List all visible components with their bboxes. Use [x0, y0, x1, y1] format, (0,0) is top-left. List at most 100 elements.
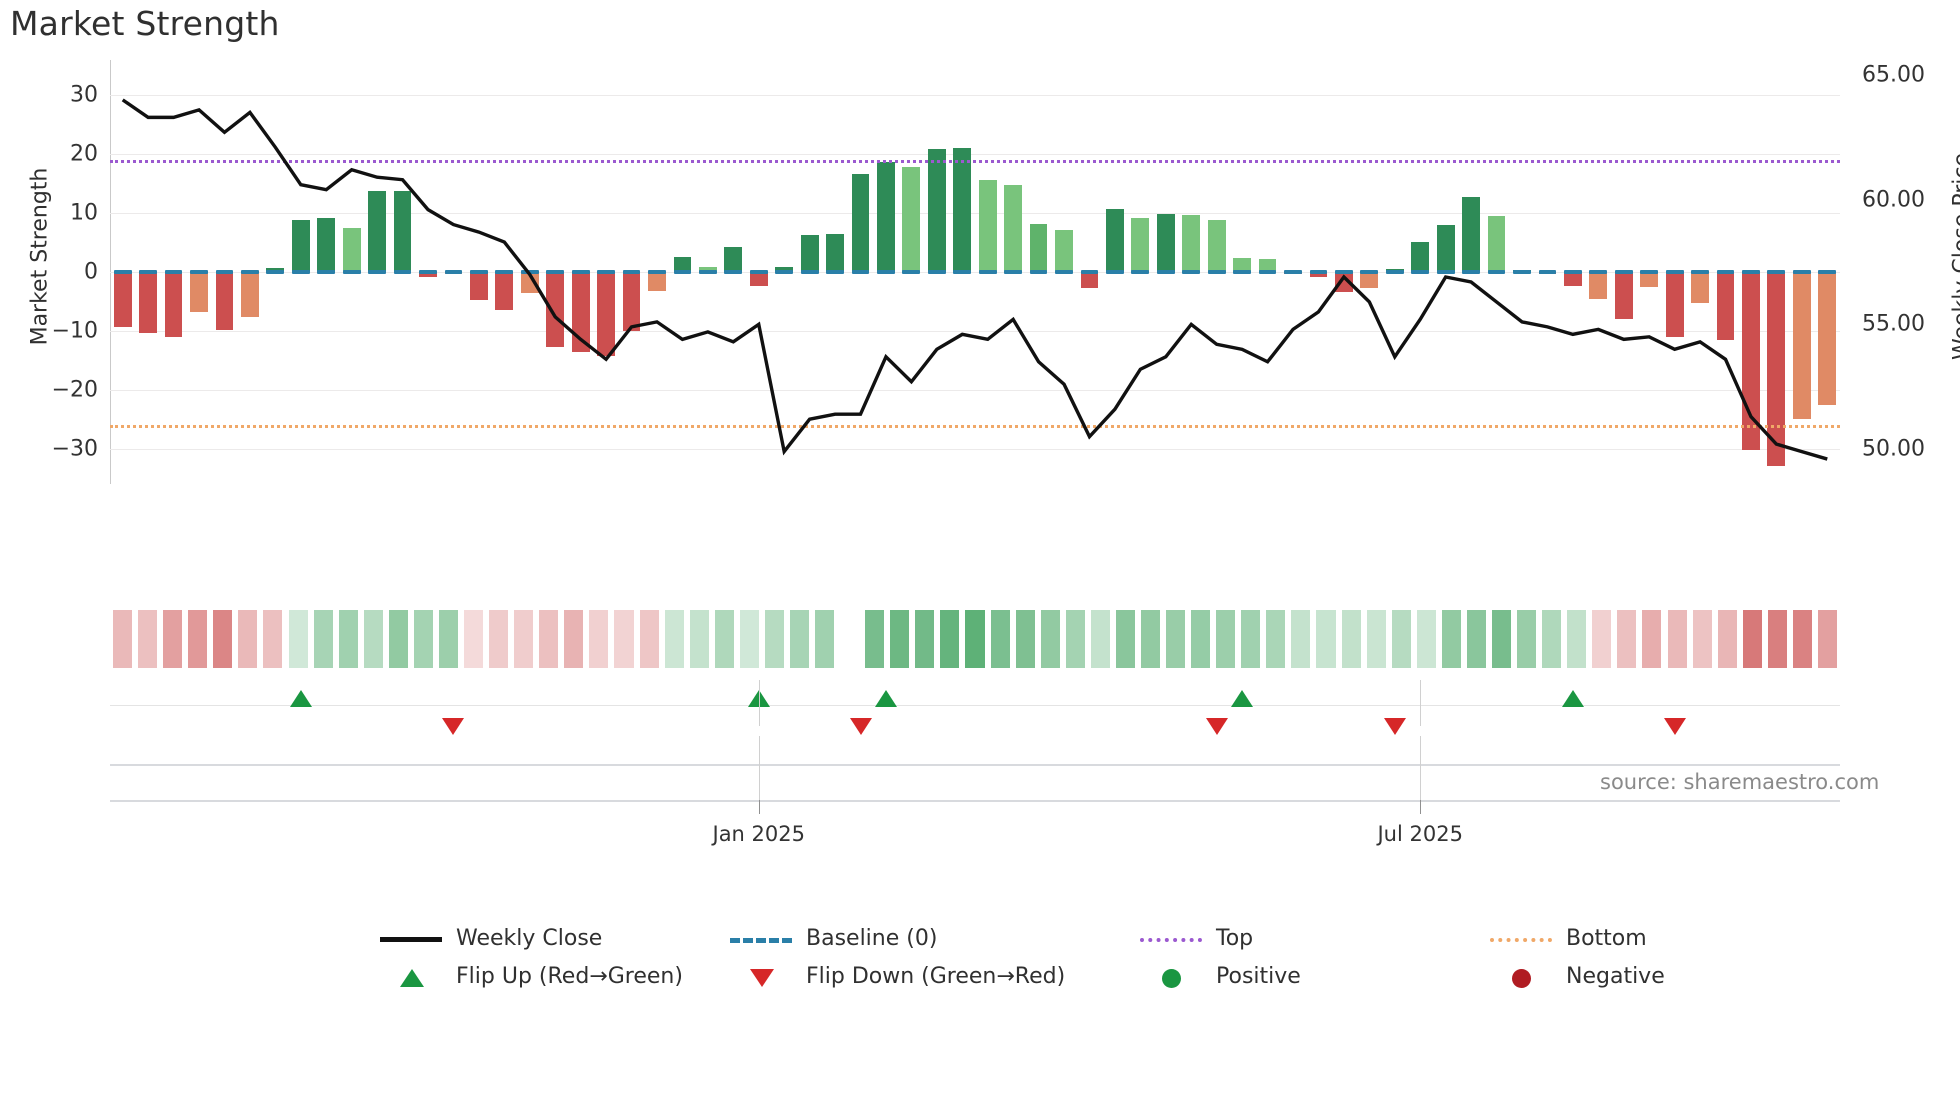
bar	[1665, 272, 1684, 337]
bar	[724, 246, 743, 272]
heatmap-cell	[263, 610, 283, 668]
heatmap-cell	[614, 610, 634, 668]
heatmap-cell	[1792, 610, 1812, 668]
legend-item[interactable]: Positive	[1140, 964, 1301, 989]
heatmap-cell	[1391, 610, 1411, 668]
heatmap-cell	[764, 610, 784, 668]
flip-up-marker	[289, 690, 312, 707]
heatmap-cell	[1366, 610, 1386, 668]
bar	[1055, 230, 1073, 272]
legend-label: Positive	[1216, 964, 1301, 989]
heatmap-cell	[138, 610, 158, 668]
baseline-segment	[1233, 270, 1252, 274]
bar	[1792, 272, 1811, 420]
flip-up-marker	[874, 690, 897, 707]
y-tick-left: −10	[51, 318, 98, 344]
legend-label: Negative	[1566, 964, 1665, 989]
legend-dotted-line-icon	[1140, 929, 1202, 949]
x-tick-label: Jan 2025	[712, 822, 806, 846]
strength-heatmap-strip	[110, 610, 1840, 668]
flip-down-marker	[1383, 718, 1406, 735]
heatmap-cell	[1592, 610, 1612, 668]
bar	[520, 272, 539, 294]
bar	[1716, 272, 1735, 340]
heatmap-cell	[1015, 610, 1035, 668]
heatmap-cell	[1817, 610, 1837, 668]
x-tick-mark	[758, 736, 760, 800]
legend-label: Baseline (0)	[806, 926, 938, 951]
x-tick-label: Jul 2025	[1377, 822, 1463, 846]
legend-dashed-line-icon	[730, 929, 792, 949]
bar	[1818, 272, 1837, 405]
baseline-segment	[1589, 270, 1608, 274]
gridline	[110, 330, 1840, 332]
baseline-segment	[1309, 270, 1328, 274]
baseline-segment	[1334, 270, 1353, 274]
y-tick-left: 20	[70, 141, 98, 167]
gridline	[110, 272, 1840, 273]
heatmap-cell	[1316, 610, 1336, 668]
legend-item[interactable]: Top	[1140, 926, 1253, 951]
legend-item[interactable]: Negative	[1490, 964, 1665, 989]
flip-marker-row	[110, 680, 1840, 735]
heatmap-cell	[965, 610, 985, 668]
baseline-segment	[1513, 270, 1531, 274]
legend-item[interactable]: Bottom	[1490, 926, 1647, 951]
heatmap-cell	[639, 610, 659, 668]
baseline-segment	[444, 270, 463, 274]
weekly-close-polyline	[121, 98, 1828, 461]
baseline-segment	[317, 270, 336, 274]
heatmap-cell	[539, 610, 559, 668]
baseline-segment	[1284, 270, 1302, 274]
heatmap-cell	[890, 610, 910, 668]
baseline-segment	[1665, 270, 1684, 274]
bar	[927, 148, 946, 272]
heatmap-cell	[363, 610, 383, 668]
legend-item[interactable]: Flip Down (Green→Red)	[730, 964, 1065, 989]
heatmap-cell	[689, 610, 709, 668]
baseline-segment	[749, 270, 768, 274]
baseline-segment	[648, 270, 666, 274]
heatmap-cell	[1742, 610, 1762, 668]
heatmap-cell	[815, 610, 835, 668]
baseline-segment	[164, 270, 183, 274]
legend-label: Bottom	[1566, 926, 1647, 951]
heatmap-cell	[1191, 610, 1211, 668]
heatmap-cell	[1341, 610, 1361, 668]
legend-item[interactable]: Flip Up (Red→Green)	[380, 964, 683, 989]
heatmap-cell	[1692, 610, 1712, 668]
heatmap-cell	[564, 610, 584, 668]
heatmap-cell	[1642, 610, 1662, 668]
flip-down-marker	[442, 718, 465, 735]
bar	[1640, 272, 1659, 288]
heatmap-cell	[1416, 610, 1436, 668]
heatmap-cell	[1517, 610, 1537, 668]
y-axis-right-label: Weekly Close Price	[1949, 153, 1960, 360]
baseline-segment	[1131, 270, 1150, 274]
bar	[546, 272, 565, 348]
bar	[978, 180, 997, 272]
triangle-down-icon	[730, 967, 792, 987]
baseline-segment	[1742, 270, 1760, 274]
baseline-segment	[393, 270, 412, 274]
baseline-segment	[978, 270, 997, 274]
baseline-segment	[469, 270, 488, 274]
baseline-segment	[851, 270, 870, 274]
bar	[800, 235, 819, 272]
flip-up-marker	[1561, 690, 1584, 707]
heatmap-cell	[1266, 610, 1286, 668]
bar	[1691, 272, 1709, 303]
heatmap-cell	[915, 610, 935, 668]
heatmap-cell	[940, 610, 960, 668]
legend-label: Top	[1216, 926, 1254, 951]
bar	[698, 266, 717, 272]
heatmap-cell	[388, 610, 408, 668]
bar	[469, 272, 488, 300]
legend-item[interactable]: Baseline (0)	[730, 926, 937, 951]
bar	[1614, 272, 1633, 320]
legend-item[interactable]: Weekly Close	[380, 926, 602, 951]
bar	[1207, 220, 1226, 272]
baseline-segment	[826, 270, 844, 274]
heatmap-cell	[739, 610, 759, 668]
y-tick-right: 50.00	[1862, 436, 1925, 462]
